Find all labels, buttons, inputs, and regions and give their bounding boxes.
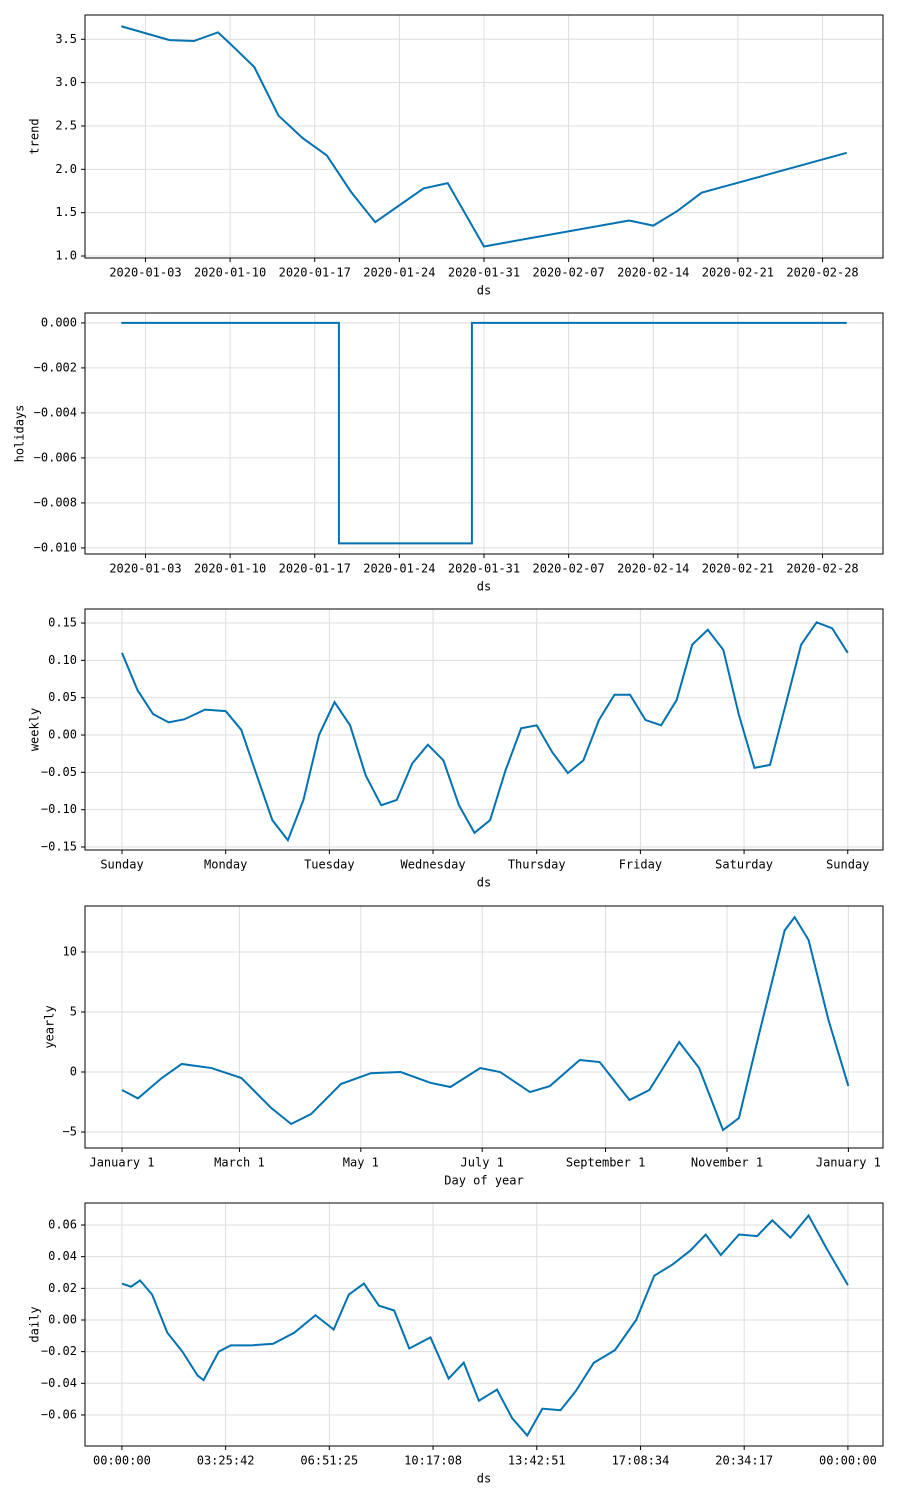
x-tick-label: Tuesday: [304, 858, 355, 872]
component-panel: −0.010 −0.008 −0.006 −0.004 −0.002 0.000 2020-…: [13, 312, 884, 594]
trend-line: [121, 915, 850, 1132]
y-axis-label: daily: [28, 1306, 42, 1342]
trend-line: [121, 1213, 849, 1438]
x-axis-label: ds: [477, 1472, 491, 1486]
x-tick-label: 2020-02-21: [702, 562, 774, 576]
y-tick-label: 0.00: [48, 1312, 77, 1326]
y-tick-label: −0.10: [41, 802, 77, 816]
x-tick-label: January 1: [816, 1156, 881, 1170]
x-axis-label: ds: [477, 876, 491, 890]
trend-line: [120, 25, 847, 248]
y-tick-label: 0.02: [48, 1281, 77, 1295]
x-tick-label: Friday: [619, 858, 662, 872]
x-tick-label: 2020-01-10: [194, 562, 266, 576]
y-axis-label: trend: [28, 118, 42, 154]
y-tick-label: 3.0: [55, 75, 77, 89]
y-tick-label: 0.00: [48, 728, 77, 742]
plot-frame: [84, 14, 884, 259]
y-tick-label: 2.0: [55, 162, 77, 176]
y-tick-label: 1.5: [55, 205, 77, 219]
component-panel: −5 0 5 10 January 1 March 1 May 1 July 1 Septemb…: [43, 905, 884, 1188]
x-tick-label: 2020-01-24: [363, 562, 435, 576]
y-tick-label: 0: [70, 1065, 77, 1079]
x-tick-label: 03:25:42: [197, 1454, 255, 1468]
y-tick-label: 0.05: [48, 690, 77, 704]
y-tick-label: 2.5: [55, 118, 77, 132]
x-tick-label: January 1: [89, 1156, 154, 1170]
x-tick-label: July 1: [461, 1156, 504, 1170]
plot-frame: [84, 608, 884, 851]
x-tick-label: 2020-01-24: [363, 266, 435, 280]
x-tick-label: 2020-02-14: [617, 266, 689, 280]
x-tick-label: March 1: [214, 1156, 265, 1170]
x-tick-label: 2020-01-17: [279, 266, 351, 280]
x-tick-label: Sunday: [826, 858, 869, 872]
y-tick-label: 1.0: [55, 249, 77, 263]
x-tick-label: Sunday: [100, 858, 143, 872]
x-tick-label: 00:00:00: [93, 1454, 151, 1468]
y-tick-label: −0.006: [34, 450, 77, 464]
x-tick-label: 00:00:00: [819, 1454, 877, 1468]
y-tick-label: −0.04: [41, 1376, 77, 1390]
component-panel: −0.15 −0.10 −0.05 0.00 0.05 0.10 0.15 Sunday Mon…: [28, 608, 884, 890]
x-tick-label: 2020-01-03: [109, 266, 181, 280]
plot-frame: [84, 1202, 884, 1447]
x-tick-label: September 1: [566, 1156, 645, 1170]
y-axis-label: holidays: [13, 405, 27, 463]
x-tick-label: 2020-01-10: [194, 266, 266, 280]
x-tick-label: Saturday: [715, 858, 773, 872]
y-tick-label: −0.15: [41, 840, 77, 854]
x-tick-label: 2020-01-17: [279, 562, 351, 576]
component-panel: −0.06 −0.04 −0.02 0.00 0.02 0.04 0.06 00:00:00 0…: [28, 1202, 884, 1486]
x-axis-label: ds: [477, 580, 491, 594]
x-tick-label: 17:08:34: [612, 1454, 670, 1468]
x-tick-label: Thursday: [508, 858, 566, 872]
x-tick-label: 2020-02-28: [786, 266, 858, 280]
y-tick-label: −0.05: [41, 765, 77, 779]
x-tick-label: 13:42:51: [508, 1454, 566, 1468]
y-axis-label: weekly: [28, 708, 42, 751]
x-tick-label: 2020-02-21: [702, 266, 774, 280]
y-tick-label: −0.002: [34, 360, 77, 374]
x-tick-label: 2020-01-31: [448, 266, 520, 280]
component-panel: 1.0 1.5 2.0 2.5 3.0 3.5 2020-01-03 2020-01-10 20…: [28, 14, 884, 298]
y-tick-label: −5: [63, 1125, 77, 1139]
y-axis-label: yearly: [43, 1005, 57, 1048]
x-tick-label: 2020-01-03: [109, 562, 181, 576]
x-tick-label: 2020-01-31: [448, 562, 520, 576]
x-tick-label: Wednesday: [401, 858, 466, 872]
x-axis-label: ds: [477, 284, 491, 298]
y-tick-label: −0.06: [41, 1407, 77, 1421]
y-tick-label: −0.008: [34, 495, 77, 509]
y-tick-label: 10: [63, 944, 77, 958]
x-tick-label: 10:17:08: [404, 1454, 462, 1468]
x-tick-label: 2020-02-14: [617, 562, 689, 576]
y-tick-label: 0.15: [48, 616, 77, 630]
y-tick-label: 5: [70, 1004, 77, 1018]
x-tick-label: November 1: [691, 1156, 763, 1170]
plot-frame: [84, 312, 884, 555]
y-tick-label: 0.000: [41, 315, 77, 329]
y-tick-label: 0.04: [48, 1249, 77, 1263]
x-tick-label: 2020-02-07: [533, 266, 605, 280]
x-tick-label: 06:51:25: [300, 1454, 358, 1468]
x-axis-label: Day of year: [444, 1174, 523, 1188]
x-tick-label: May 1: [343, 1156, 379, 1170]
plot-frame: [84, 905, 884, 1149]
x-tick-label: Monday: [204, 858, 247, 872]
y-tick-label: 3.5: [55, 32, 77, 46]
x-tick-label: 20:34:17: [715, 1454, 773, 1468]
x-tick-label: 2020-02-28: [786, 562, 858, 576]
y-tick-label: −0.02: [41, 1344, 77, 1358]
trend-line: [121, 621, 849, 843]
y-tick-label: 0.10: [48, 653, 77, 667]
y-tick-label: 0.06: [48, 1218, 77, 1232]
trend-line: [121, 321, 847, 545]
y-tick-label: −0.004: [34, 405, 77, 419]
y-tick-label: −0.010: [34, 540, 77, 554]
x-tick-label: 2020-02-07: [533, 562, 605, 576]
